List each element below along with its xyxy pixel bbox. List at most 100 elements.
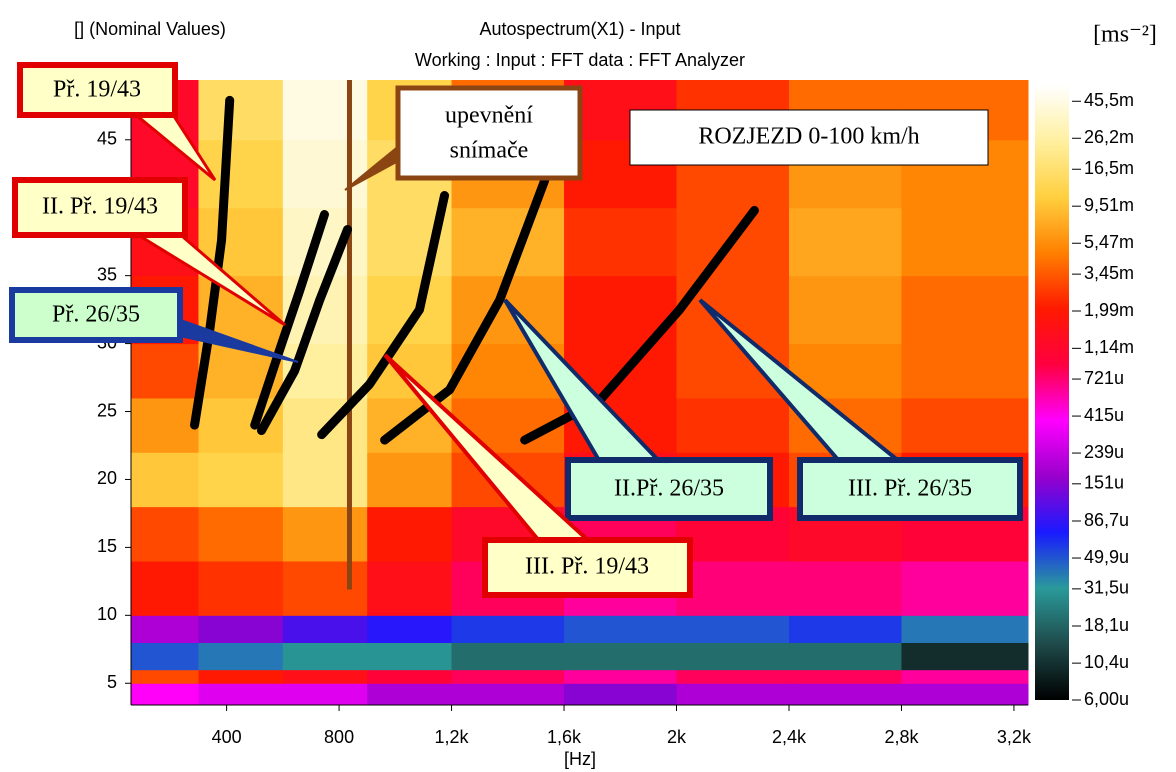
colorbar-label: [ms⁻²]	[1093, 22, 1157, 48]
order-track	[317, 190, 450, 440]
callout: Př. 26/35	[9, 287, 299, 363]
x-tick-label: 3,2k	[997, 727, 1032, 747]
heatmap-cell	[282, 506, 368, 562]
colorbar-tick-label: 239u	[1084, 442, 1124, 462]
heatmap-cell	[901, 683, 1029, 706]
text-box-frame	[629, 109, 989, 166]
y-tick-label: 25	[97, 400, 117, 420]
heatmap-cell	[901, 343, 1029, 399]
callout: III. Př. 19/43	[383, 353, 693, 598]
overlay	[190, 80, 759, 590]
colorbar-tick-label: 86,7u	[1084, 510, 1129, 530]
heatmap-cell	[198, 615, 284, 643]
heatmap-cell	[131, 683, 199, 706]
colorbar-tick-label: 6,00u	[1084, 689, 1129, 709]
heatmap-cell	[198, 506, 284, 562]
heatmap-cell	[451, 615, 565, 643]
heatmap-cell	[131, 397, 199, 453]
heatmap-cell	[131, 343, 199, 399]
heatmap-cell	[901, 669, 1029, 684]
heatmap-cell	[282, 615, 368, 643]
callout-text: Př. 19/43	[53, 77, 141, 103]
callouts: Př. 19/43 II. Př. 19/43 Př. 26/35 upevně…	[9, 62, 1023, 598]
heatmap-cell	[676, 397, 790, 453]
heatmap-cell	[367, 506, 453, 562]
x-tick-label: 400	[212, 727, 242, 747]
heatmap-cell	[901, 615, 1029, 643]
heatmap-cell	[901, 397, 1029, 453]
heatmap-cell	[788, 275, 902, 345]
heatmap-cell	[564, 207, 678, 277]
y-tick-label: 10	[97, 604, 117, 624]
x-tick-label: 2,4k	[772, 727, 807, 747]
heatmap-cell	[901, 560, 1029, 616]
colorbar-tick-label: 10,4u	[1084, 652, 1129, 672]
heatmap-cell	[198, 560, 284, 616]
heatmap-cell	[282, 452, 368, 508]
colorbar	[1035, 85, 1069, 700]
heatmap-cell	[564, 683, 678, 706]
heatmap-cell	[131, 615, 199, 643]
heatmap-cell	[367, 669, 453, 684]
heatmap-cell	[282, 669, 368, 684]
callout-box	[17, 62, 178, 118]
axes: 4008001,2k1,6k2k2,4k2,8k3,2k510152025303…	[97, 80, 1134, 747]
order-track	[520, 205, 759, 445]
heatmap-cell	[564, 669, 678, 684]
callout-box	[482, 537, 693, 598]
heatmap-cell	[198, 452, 284, 508]
y-tick-label: 5	[107, 672, 117, 692]
heatmap-cell	[198, 80, 284, 141]
order-track	[256, 224, 353, 436]
y-axis-label: [] (Nominal Values)	[74, 19, 226, 39]
y-tick-label: 20	[97, 468, 117, 488]
heatmap-cell	[676, 669, 790, 684]
heatmap-cell	[676, 683, 790, 706]
callout: upevnění snímače	[344, 85, 583, 191]
callout: III. Př. 26/35	[698, 298, 1023, 521]
heatmap-cell	[451, 642, 565, 671]
chart-title: Autospectrum(X1) - Input	[479, 19, 680, 39]
heatmap-cell	[901, 207, 1029, 277]
colorbar-tick-label: 45,5m	[1084, 90, 1134, 110]
colorbar-tick-label: 151u	[1084, 473, 1124, 493]
heatmap-cell	[282, 683, 368, 706]
callout-text: snímače	[450, 138, 529, 164]
callout-box	[12, 177, 188, 238]
y-tick-label: 45	[97, 129, 117, 149]
heatmap-cell	[788, 207, 902, 277]
heatmap-cell	[788, 560, 902, 616]
order-track	[250, 210, 329, 430]
callout-text: II. Př. 19/43	[42, 194, 158, 220]
heatmap-cell	[367, 560, 453, 616]
colorbar-tick-label: 1,99m	[1084, 300, 1134, 320]
x-axis-label: [Hz]	[564, 749, 596, 769]
callout-text: III. Př. 26/35	[848, 476, 972, 502]
callout-text: Př. 26/35	[52, 302, 140, 328]
heatmap-cell	[451, 669, 565, 684]
colorbar-tick-label: 721u	[1084, 368, 1124, 388]
heatmap-cell	[198, 642, 284, 671]
order-track	[380, 176, 550, 445]
colorbar-tick-label: 5,47m	[1084, 232, 1134, 252]
heatmap-cell	[367, 275, 453, 345]
callout-box	[395, 85, 583, 181]
heatmap-cell	[131, 506, 199, 562]
heatmap-cell	[282, 80, 368, 141]
x-tick-label: 2,8k	[884, 727, 919, 747]
heatmap-cell	[451, 683, 565, 706]
heatmap-cell	[788, 683, 902, 706]
heatmap-cell	[131, 642, 199, 671]
heatmap-cell	[564, 642, 678, 671]
heatmap-cell	[788, 669, 902, 684]
callout-box	[565, 457, 773, 521]
heatmap-cell	[198, 669, 284, 684]
heatmap-cell	[676, 642, 790, 671]
colorbar-tick-label: 1,14m	[1084, 337, 1134, 357]
heatmap-cell	[788, 642, 902, 671]
heatmap-cell	[901, 275, 1029, 345]
heatmap-cell	[788, 615, 902, 643]
heatmap-cell	[282, 642, 368, 671]
heatmap-cell	[676, 615, 790, 643]
colorbar-tick-label: 3,45m	[1084, 263, 1134, 283]
